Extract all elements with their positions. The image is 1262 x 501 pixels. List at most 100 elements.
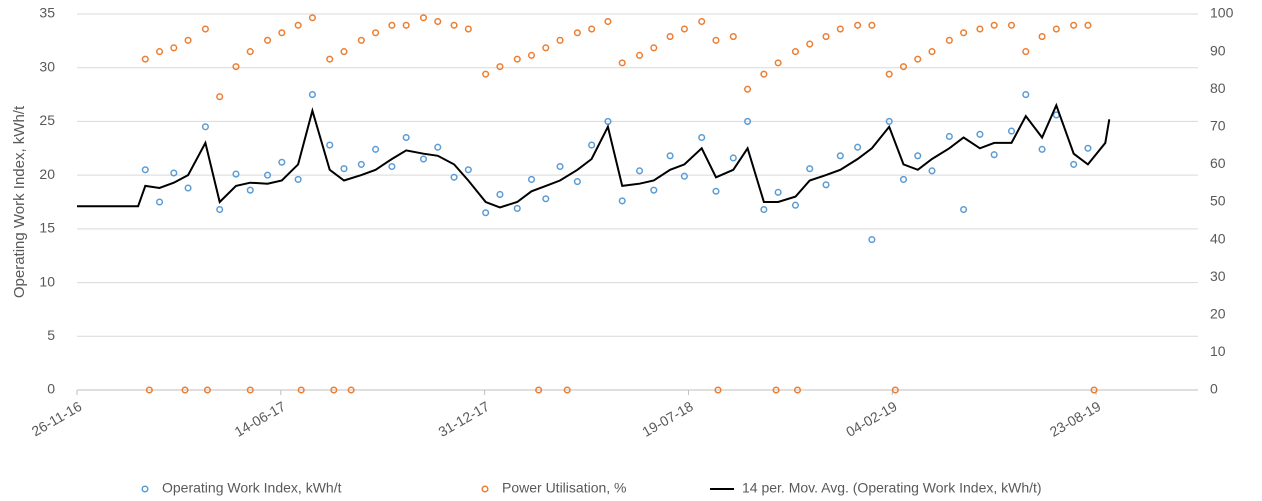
data-point [729,154,737,162]
data-point [464,25,472,33]
data-point [680,172,688,180]
data-point [712,36,720,44]
data-point [347,386,355,394]
data-point [232,170,240,178]
data-point [990,151,998,159]
data-point [340,165,348,173]
y2-tick-label: 40 [1210,230,1226,246]
data-point [806,40,814,48]
data-point [650,186,658,194]
data-point [712,187,720,195]
data-point [604,117,612,125]
data-point [899,63,908,71]
data-point [1038,145,1046,153]
data-point [527,175,536,183]
data-point [556,36,564,44]
data-point [772,386,780,394]
data-point [793,386,802,394]
data-point [791,201,800,209]
data-point [155,198,164,206]
data-point [806,165,814,173]
data-point [278,158,286,166]
data-point [744,85,752,93]
data-point [145,386,153,394]
y-tick-label: 35 [39,5,55,21]
y-tick-label: 25 [39,112,55,128]
data-point [264,171,272,179]
data-point [246,48,254,56]
data-point [201,25,209,33]
x-tick-label: 31-12-17 [435,398,492,440]
data-point [170,169,178,177]
data-point [854,21,862,29]
data-point [822,33,830,41]
data-point [976,25,984,33]
data-point [914,152,922,160]
data-point [496,63,504,71]
data-point [714,386,722,394]
data-point [945,36,953,44]
legend-label: 14 per. Mov. Avg. (Operating Work Index,… [742,480,1042,496]
data-point [246,186,254,194]
y2-tick-label: 60 [1210,155,1226,171]
data-point [141,166,149,174]
data-point [680,25,688,33]
data-point [1070,21,1078,29]
data-point [899,175,908,183]
data-point [729,33,737,41]
data-point [294,175,302,183]
data-point [308,14,316,22]
data-point [294,21,302,29]
data-point [434,143,442,151]
data-point [760,205,768,214]
data-point [650,44,658,52]
data-point [513,55,521,63]
data-point [450,21,458,29]
data-point [1022,91,1030,99]
x-tick-label: 14-06-17 [232,398,289,440]
y2-tick-label: 0 [1210,381,1218,397]
data-point [308,91,316,99]
data-point [542,195,550,203]
y-axis-title: Operating Work Index, kWh/t [11,105,28,298]
data-point [604,17,612,26]
data-point [945,132,953,141]
data-point [976,130,984,138]
data-point [1084,21,1092,29]
y2-tick-label: 70 [1210,118,1226,134]
data-point [388,162,396,171]
data-point [330,386,338,394]
data-point [419,14,428,22]
data-point [527,51,536,59]
data-point [496,190,504,199]
data-point [542,44,550,52]
data-point [297,386,305,394]
data-point [760,70,768,78]
y2-tick-label: 90 [1210,42,1226,58]
y-tick-label: 10 [39,273,55,289]
data-point [774,59,782,67]
y-tick-label: 5 [47,327,55,343]
data-point [482,70,490,78]
data-point [1007,21,1016,29]
data-point [1052,25,1060,33]
data-point [618,59,626,67]
moving-average-line [77,102,1111,209]
data-point [573,178,581,186]
data-point [372,145,380,153]
data-point [482,209,490,217]
data-point [246,386,254,394]
data-point [232,63,240,71]
data-point [357,160,365,168]
y2-tick-label: 50 [1210,193,1226,209]
data-point [854,143,862,151]
y-tick-label: 0 [47,381,55,397]
data-point [928,167,936,175]
data-point [1090,386,1098,394]
data-point [563,386,571,394]
data-point [326,141,334,149]
y-tick-label: 15 [39,220,55,236]
data-point [184,36,192,44]
y2-tick-label: 10 [1210,343,1226,359]
